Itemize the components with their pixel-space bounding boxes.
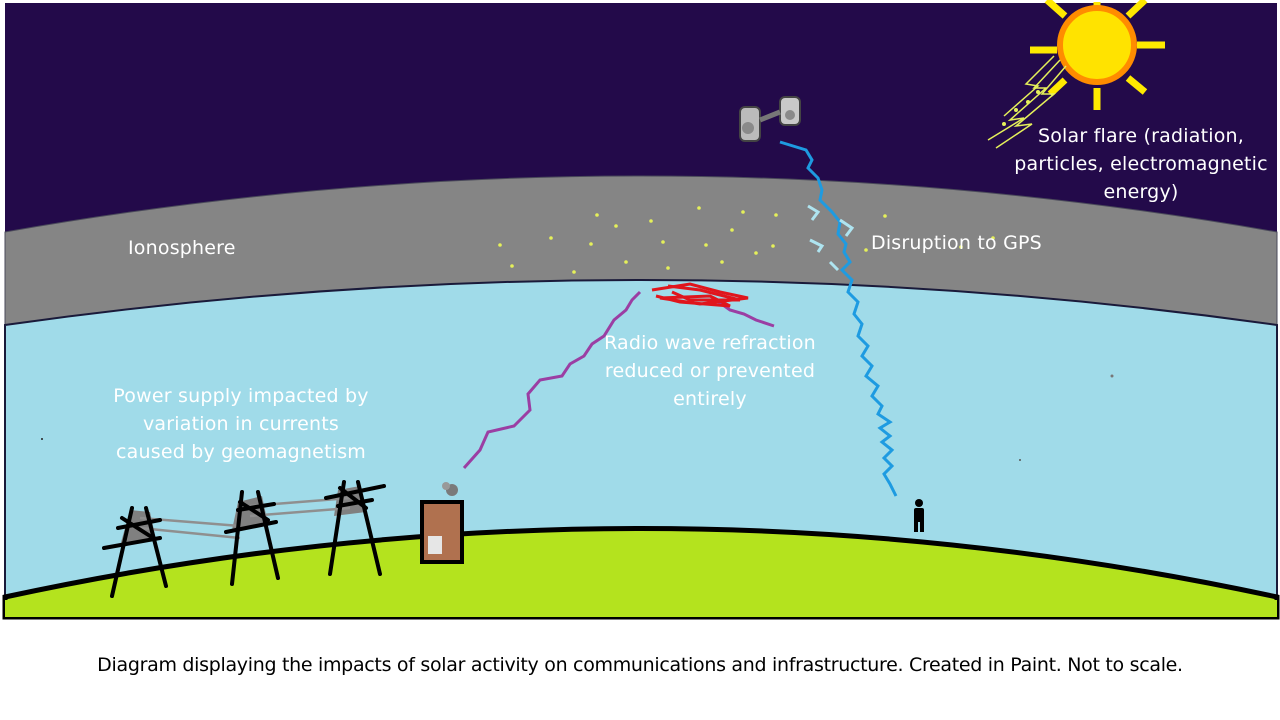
ionosphere-particles xyxy=(498,206,995,274)
atmosphere-sky xyxy=(4,279,1278,618)
sun-icon xyxy=(1030,0,1165,110)
radio-wave xyxy=(462,290,642,469)
earth-ground xyxy=(2,526,1280,620)
satellite-icon xyxy=(739,96,801,142)
power-pylon-icon xyxy=(102,480,386,598)
gps-disruption xyxy=(807,204,855,272)
gps-signal xyxy=(779,140,898,497)
power-supply-label: Power supply impacted by variation in cu… xyxy=(113,385,369,463)
radio-disruption xyxy=(651,282,749,308)
radio-refraction-label: Radio wave refraction reduced or prevent… xyxy=(604,332,816,410)
solar-flare-label: Solar flare (radiation, particles, elect… xyxy=(1014,125,1268,203)
building-icon xyxy=(420,482,464,564)
ionosphere-label: Ionosphere xyxy=(128,237,236,259)
person-icon xyxy=(914,499,924,532)
diagram-caption: Diagram displaying the impacts of solar … xyxy=(97,654,1183,676)
gps-disruption-label: Disruption to GPS xyxy=(871,232,1042,254)
